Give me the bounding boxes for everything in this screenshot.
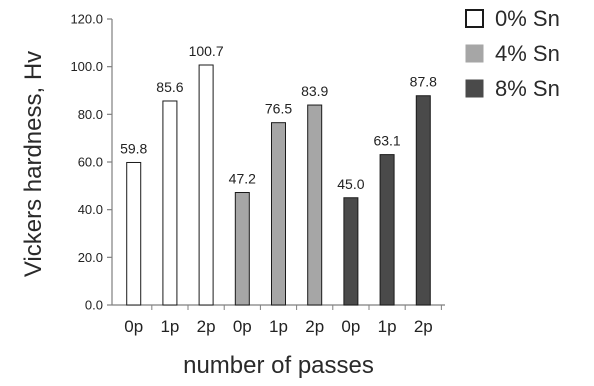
x-category-label: 2p (305, 317, 324, 336)
y-tick-label: 60.0 (78, 155, 103, 170)
bar (271, 122, 286, 306)
x-category-label: 1p (269, 317, 288, 336)
data-label: 100.7 (189, 43, 224, 59)
y-tick-label: 80.0 (78, 107, 103, 122)
legend-label: 8% Sn (495, 76, 560, 101)
labels-layer: 59.8 0p 85.6 1p 100.7 2p 47.2 0p 76.5 1p 83.9 2p 45.… (120, 43, 437, 336)
data-label: 45.0 (337, 176, 364, 192)
x-category-label: 0p (233, 317, 252, 336)
bar (234, 192, 250, 306)
data-label: 87.8 (410, 74, 437, 90)
bars-layer (126, 64, 431, 306)
x-category-label: 1p (378, 317, 397, 336)
bar (307, 104, 323, 306)
legend-swatch (465, 9, 484, 28)
y-tick-label: 20.0 (78, 250, 103, 265)
y-tick-label: 100.0 (70, 59, 103, 74)
y-tick-label: 120.0 (70, 12, 103, 27)
x-category-label: 2p (414, 317, 433, 336)
data-label: 83.9 (301, 83, 328, 99)
data-label: 47.2 (229, 171, 256, 187)
bar (379, 154, 395, 306)
legend-label: 4% Sn (495, 41, 560, 66)
x-category-label: 0p (341, 317, 360, 336)
data-label: 76.5 (265, 101, 292, 117)
data-label: 59.8 (120, 140, 147, 156)
data-label: 63.1 (373, 133, 400, 149)
x-category-label: 1p (160, 317, 179, 336)
legend-label: 0% Sn (495, 6, 560, 31)
legend-swatch (465, 44, 484, 63)
y-axis-title: Vickers hardness, Hv (20, 51, 47, 277)
x-category-label: 2p (197, 317, 216, 336)
y-tick-label: 40.0 (78, 202, 103, 217)
legend-swatch (465, 79, 484, 98)
legend: 0% Sn 4% Sn 8% Sn (465, 6, 560, 101)
x-axis-title: number of passes (183, 352, 374, 379)
data-label: 85.6 (156, 79, 183, 95)
bar (162, 100, 178, 306)
y-tick-label: 0.0 (85, 298, 103, 313)
bar (126, 161, 142, 306)
bar (198, 64, 214, 306)
bar (415, 95, 431, 306)
bar (343, 197, 359, 306)
x-category-label: 0p (124, 317, 143, 336)
